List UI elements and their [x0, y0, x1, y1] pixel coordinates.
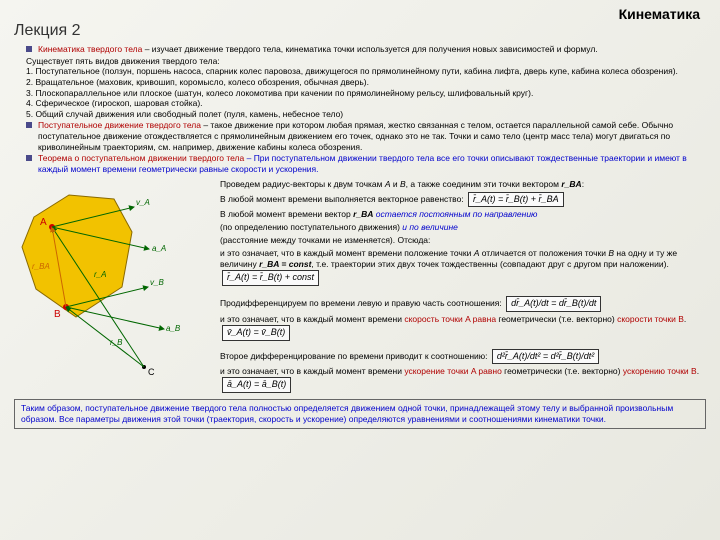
p5: (расстояние между точками не изменяется)… [220, 235, 706, 246]
bullet-icon [26, 155, 32, 161]
p10: и это означает, что в каждый момент врем… [220, 366, 706, 393]
p2: В любой момент времени выполняется векто… [220, 192, 706, 208]
intro-text: Кинематика твердого тела – изучает движе… [38, 44, 706, 55]
post-term: Поступательное движение твердого тела [38, 120, 201, 130]
bullet-icon [26, 122, 32, 128]
aa: a_A [152, 244, 166, 253]
formula-6: ā_A(t) = ā_B(t) [222, 377, 291, 393]
item-2: 2. Вращательное (маховик, кривошип, коро… [26, 77, 706, 88]
p6: и это означает, что в каждый момент врем… [220, 248, 706, 286]
rb: r_B [110, 338, 123, 347]
post-text: Поступательное движение твердого тела – … [38, 120, 706, 152]
formula-5: d²r̄_A(t)/dt² = d²r̄_B(t)/dt² [492, 349, 599, 365]
formula-2: r̄_A(t) = r̄_B(t) + const [222, 270, 319, 286]
formula-4: v̄_A(t) = v̄_B(t) [222, 325, 290, 341]
formula-1: r̄_A(t) = r̄_B(t) + r̄_BA [468, 192, 564, 208]
p1: Проведем радиус-векторы к двум точкам A … [220, 179, 706, 190]
diagram: A B C v_A v_B a_A a_B r_A [14, 177, 214, 396]
label-a: A [40, 217, 47, 228]
item-3: 3. Плоскопараллельное или плоское (шатун… [26, 88, 706, 99]
label-b: B [54, 309, 61, 320]
theorem-text: Теорема о поступательном движении твердо… [38, 153, 706, 174]
vb: v_B [150, 278, 164, 287]
summary-box: Таким образом, поступательное движение т… [14, 399, 706, 429]
intro-def: – изучает движение твердого тела, кинема… [142, 44, 597, 54]
lecture-title: Лекция 2 [14, 22, 706, 40]
list-header: Существует пять видов движения твердого … [26, 56, 706, 67]
p8: и это означает, что в каждый момент врем… [220, 314, 706, 341]
p7: Продифференцируем по времени левую и пра… [220, 296, 706, 312]
item-5: 5. Общий случай движения или свободный п… [26, 109, 706, 120]
ra: r_A [94, 270, 106, 279]
rba: r_BA [32, 262, 50, 271]
item-4: 4. Сферическое (гироскоп, шаровая стойка… [26, 98, 706, 109]
p4: (по определению поступательного движения… [220, 222, 706, 233]
va: v_A [136, 198, 150, 207]
header-title: Кинематика [619, 6, 700, 22]
formula-3: dr̄_A(t)/dt = dr̄_B(t)/dt [506, 296, 601, 312]
bullet-icon [26, 46, 32, 52]
ab: a_B [166, 324, 181, 333]
item-1: 1. Поступательное (ползун, поршень насос… [26, 66, 706, 77]
intro-term: Кинематика твердого тела [38, 44, 142, 54]
p9: Второе дифференцирование по времени прив… [220, 349, 706, 365]
p3: В любой момент времени вектор r_BA остае… [220, 209, 706, 220]
label-c: C [148, 367, 155, 377]
theorem-term: Теорема о поступательном движении твердо… [38, 153, 244, 163]
